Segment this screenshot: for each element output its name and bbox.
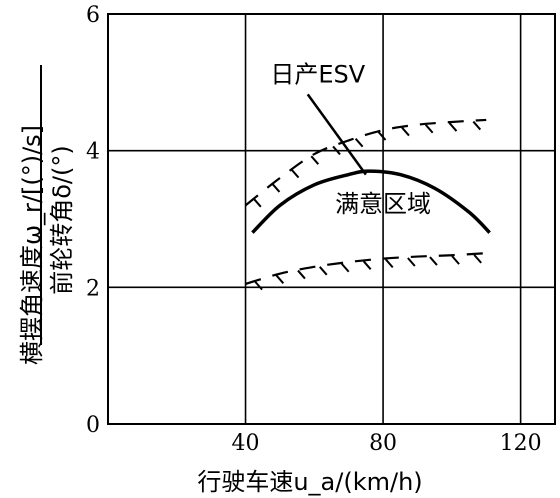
boundary-hatch xyxy=(424,124,434,134)
series-line-nissan-esv xyxy=(251,169,491,234)
boundary-hatch xyxy=(297,269,306,280)
x-tick-label: 120 xyxy=(500,431,542,456)
boundary-hatch xyxy=(407,257,416,267)
boundary-hatch xyxy=(354,138,364,148)
y-tick-label: 2 xyxy=(86,276,100,301)
y-tick-label: 6 xyxy=(86,3,100,28)
boundary-hatch xyxy=(310,155,320,165)
boundary-hatch xyxy=(275,274,285,284)
boundary-hatch xyxy=(340,263,350,273)
annotation-satisfactory-region: 满意区域 xyxy=(335,190,431,218)
plot-frame xyxy=(107,13,556,425)
boundary-hatch xyxy=(377,131,387,141)
boundary-hatch xyxy=(384,258,394,269)
boundary-hatch xyxy=(290,168,300,179)
series-lines xyxy=(244,118,491,291)
y-axis-label-denominator: 前轮转角δ/(°) xyxy=(48,145,76,295)
boundary-hatch xyxy=(472,120,482,131)
lower-boundary-line xyxy=(245,252,487,285)
upper-boundary-line xyxy=(244,118,487,207)
boundary-hatch xyxy=(401,126,410,137)
boundary-hatch xyxy=(451,255,460,265)
boundary-hatch xyxy=(319,266,328,276)
annotation-nissan-esv: 日产ESV xyxy=(270,60,365,88)
boundary-hatch xyxy=(254,280,263,291)
boundary-hatch xyxy=(362,260,372,270)
x-tick-label: 40 xyxy=(232,431,260,456)
y-tick-label: 0 xyxy=(86,413,100,438)
x-axis-label: 行驶车速u_a/(km/h) xyxy=(197,468,422,496)
boundary-hatch xyxy=(253,198,262,208)
boundary-hatch xyxy=(271,183,281,193)
x-tick-label: 80 xyxy=(369,431,397,456)
boundary-hatch xyxy=(448,122,458,132)
boundary-hatch xyxy=(429,256,438,266)
y-tick-label: 4 xyxy=(86,140,100,165)
annotation-leader-line xyxy=(306,93,367,176)
grid-lines xyxy=(108,14,555,424)
annotations: 日产ESV 满意区域 xyxy=(270,60,431,218)
boundary-hatch xyxy=(332,145,341,156)
boundary-hatch xyxy=(473,254,482,264)
tick-labels: 40 80 120 0 2 4 6 xyxy=(86,3,542,456)
